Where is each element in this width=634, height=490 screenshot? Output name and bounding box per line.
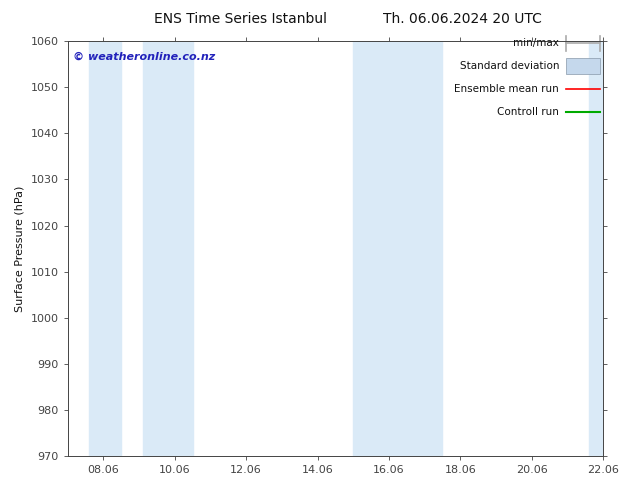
Text: Ensemble mean run: Ensemble mean run (455, 84, 559, 94)
Bar (353, 41, 389, 456)
Bar (143, 41, 193, 456)
Text: Standard deviation: Standard deviation (460, 61, 559, 71)
Text: © weatheronline.co.nz: © weatheronline.co.nz (73, 51, 216, 62)
Text: min/max: min/max (514, 38, 559, 49)
Bar (89, 41, 121, 456)
Bar (566, 58, 600, 74)
Text: ENS Time Series Istanbul: ENS Time Series Istanbul (155, 12, 327, 26)
Bar (589, 41, 605, 456)
Text: Controll run: Controll run (497, 107, 559, 117)
Bar (389, 41, 443, 456)
Text: Th. 06.06.2024 20 UTC: Th. 06.06.2024 20 UTC (384, 12, 542, 26)
Y-axis label: Surface Pressure (hPa): Surface Pressure (hPa) (15, 185, 25, 312)
